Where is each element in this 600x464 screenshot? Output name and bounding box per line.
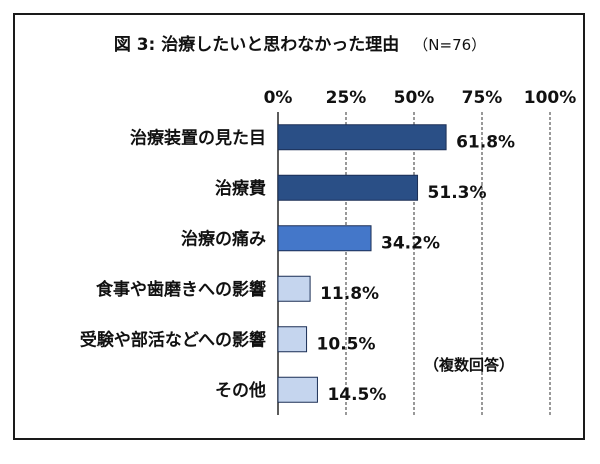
data-label: 51.3% <box>428 183 487 203</box>
x-tick-label: 75% <box>462 88 503 108</box>
category-label: 治療装置の見た目 <box>130 127 266 148</box>
x-tick-label: 100% <box>524 88 577 108</box>
data-label: 34.2% <box>381 233 440 253</box>
bar <box>277 124 447 151</box>
x-tick-label: 0% <box>264 88 293 108</box>
bar <box>277 376 318 403</box>
category-label: その他 <box>215 380 266 401</box>
bar <box>277 225 372 252</box>
data-label: 10.5% <box>317 334 376 354</box>
x-tick-label: 50% <box>394 88 435 108</box>
chart-annotation: （複数回答） <box>424 356 515 374</box>
bar <box>277 174 419 201</box>
data-label: 11.8% <box>320 284 379 304</box>
data-label: 61.8% <box>456 132 515 152</box>
category-label: 食事や歯磨きへの影響 <box>96 279 266 300</box>
category-label: 治療費 <box>215 178 266 199</box>
bar <box>277 275 311 302</box>
category-label: 治療の痛み <box>181 228 266 249</box>
category-label: 受験や部活などへの影響 <box>80 329 266 350</box>
x-tick-label: 25% <box>326 88 367 108</box>
chart-title: 図 3: 治療したいと思わなかった理由 （N=76） <box>0 30 600 55</box>
data-label: 14.5% <box>327 385 386 405</box>
bar <box>277 326 308 353</box>
chart-title-text: 図 3: 治療したいと思わなかった理由 <box>113 35 400 55</box>
chart-subtitle: （N=76） <box>413 36 487 54</box>
